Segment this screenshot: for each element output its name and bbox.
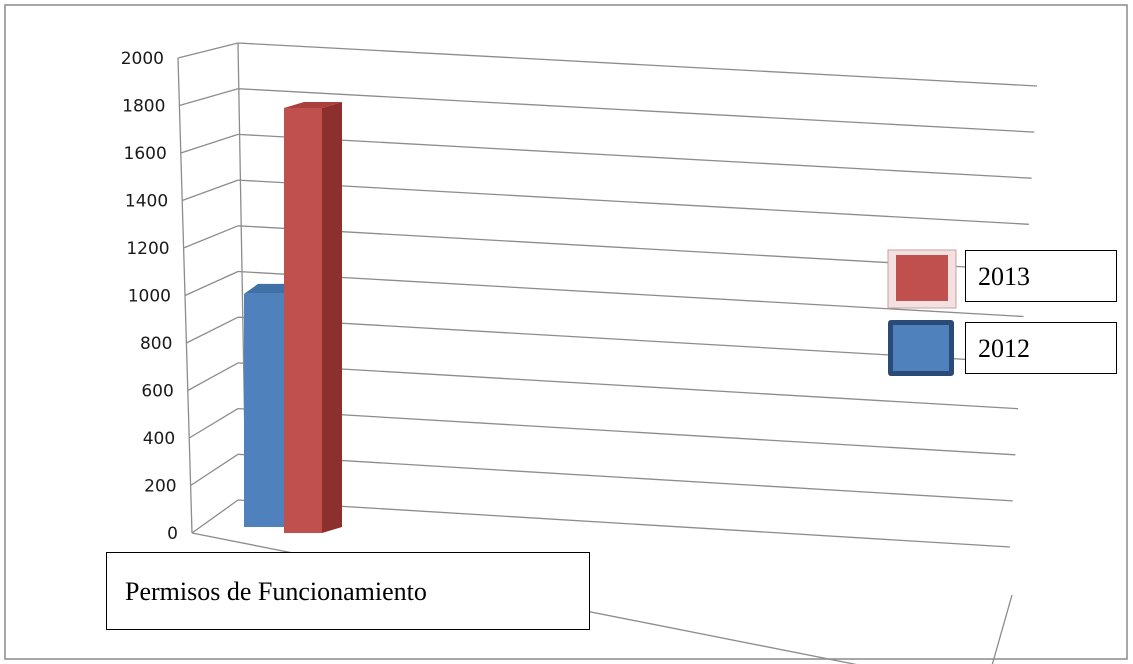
gridline-side [183,225,239,249]
gridline [237,499,1011,548]
gridline [237,362,1019,410]
bar-2012 [244,293,286,527]
gridline [237,88,1035,133]
category-label-text: Permisos de Funcionamiento [125,577,427,606]
gridline [237,133,1032,179]
y-tick-label: 1200 [126,239,169,259]
y-tick-label: 2000 [121,49,164,69]
y-axis-ticks: 0 200 400 600 800 1000 1200 1400 1600 1800 2000 [121,49,178,544]
gridline-side [181,179,239,202]
gridline [237,42,1038,87]
legend-label-2013: 2013 [965,250,1117,302]
gridline-side [184,270,239,297]
bar-2013 [284,107,322,534]
gridlines [177,42,1038,664]
gridline-side [186,316,239,344]
gridline-side [187,362,239,392]
y-tick-label: 400 [143,429,175,449]
legend-text-2013: 2013 [978,262,1030,291]
gridline-side [191,499,239,534]
category-label: Permisos de Funcionamiento [106,552,590,630]
gridline-side [177,42,239,59]
y-tick-label: 1800 [122,97,165,117]
gridline [237,270,1024,318]
gridline-side [180,133,239,154]
gridline [237,407,1016,456]
legend-swatch-2012 [893,325,949,371]
gridline-side [190,453,239,487]
bar-2013-side [322,101,342,534]
y-tick-label: 1400 [125,192,168,212]
gridline [237,179,1029,225]
y-tick-label: 600 [141,382,173,402]
y-tick-label: 800 [140,334,172,354]
bars [244,101,342,534]
y-tick-label: 1000 [128,287,171,307]
legend-label-2012: 2012 [965,322,1117,374]
legend-swatches [887,249,957,376]
legend-swatch-2013 [896,255,948,301]
y-tick-label: 1600 [124,144,167,164]
legend-text-2012: 2012 [978,334,1030,363]
gridline [237,453,1013,502]
axis-front-edge [177,57,193,534]
gridline-side [188,408,239,439]
y-tick-label: 200 [144,477,176,497]
y-tick-label: 0 [167,524,178,544]
bar-2013-top [284,101,342,108]
gridline-side [179,88,239,107]
